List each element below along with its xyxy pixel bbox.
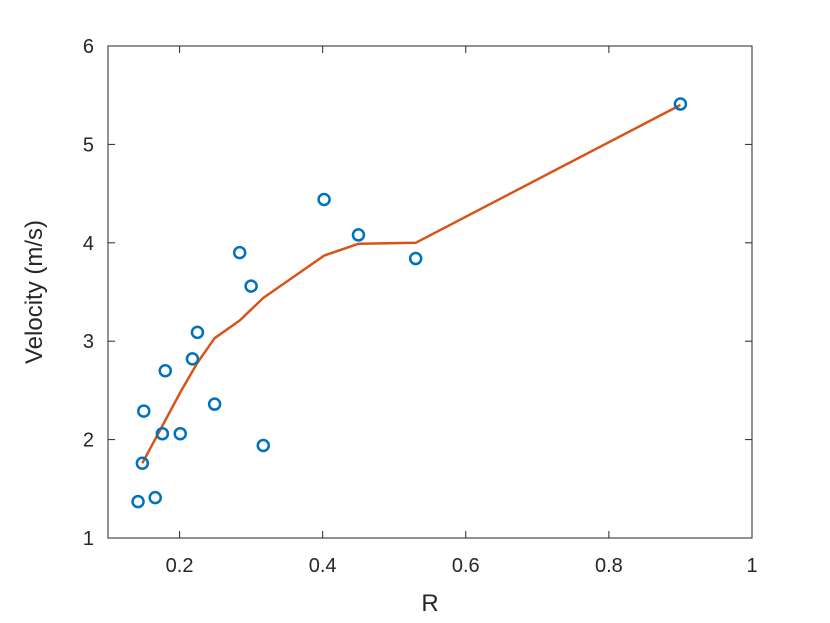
y-tick-label: 4	[83, 233, 94, 255]
scatter-point	[317, 192, 331, 207]
y-tick-label: 2	[83, 430, 94, 452]
y-tick-label: 1	[83, 528, 94, 550]
scatter-point	[173, 426, 188, 441]
scatter-point	[137, 404, 151, 418]
series-layer	[131, 97, 688, 509]
scatter-point	[207, 397, 222, 411]
scatter-point	[232, 245, 247, 260]
x-tick-label: 0.2	[166, 555, 194, 577]
x-axis-ticks: 0.2 0.4 0.6 0.8 1	[166, 46, 758, 577]
y-axis-ticks: 1 2 3 4 5 6	[83, 36, 752, 550]
scatter-point	[148, 490, 162, 505]
scatter-point	[408, 251, 423, 266]
plot-area	[107, 45, 753, 539]
scatter-point	[158, 363, 172, 378]
x-tick-label: 0.6	[452, 555, 480, 577]
y-axis-label: Velocity (m/s)	[21, 220, 48, 364]
y-tick-label: 6	[83, 36, 94, 58]
scatter-point	[244, 279, 258, 293]
scatter-point	[190, 325, 205, 340]
x-tick-label: 0.8	[595, 555, 623, 577]
x-tick-label: 1	[746, 555, 757, 577]
scatter-point	[185, 352, 200, 366]
scatter-point	[256, 438, 271, 453]
x-tick-label: 0.4	[309, 555, 337, 577]
scatter-point	[155, 426, 170, 441]
scatter-point	[131, 494, 145, 509]
x-axis-label: R	[421, 590, 438, 617]
y-tick-label: 3	[83, 331, 94, 353]
fit-line	[141, 103, 681, 464]
scatter-point	[135, 456, 150, 470]
scatter-point	[673, 97, 688, 111]
scatter-point	[351, 228, 366, 242]
y-tick-label: 5	[83, 134, 94, 156]
